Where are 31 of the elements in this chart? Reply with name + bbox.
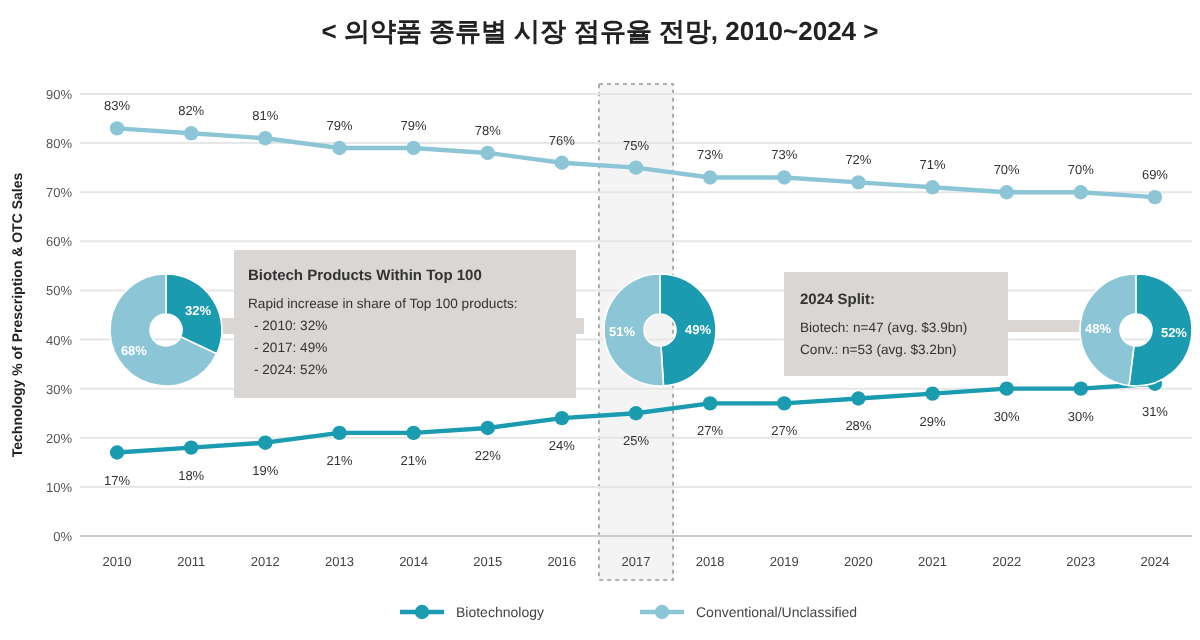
point xyxy=(406,425,421,441)
point xyxy=(628,406,644,421)
point xyxy=(628,160,644,175)
point xyxy=(851,391,866,406)
point xyxy=(554,410,570,426)
point xyxy=(925,180,940,195)
point xyxy=(777,170,792,185)
point xyxy=(406,140,421,156)
point xyxy=(480,145,495,161)
chart-title: < 의약품 종류별 시장 점유율 전망, 2010~2024 > xyxy=(321,16,880,46)
point xyxy=(851,175,866,190)
point xyxy=(332,425,347,441)
point xyxy=(258,435,273,450)
point xyxy=(999,185,1014,200)
donut-slice xyxy=(109,273,218,387)
point xyxy=(184,440,199,455)
point xyxy=(184,126,199,141)
point xyxy=(554,155,570,170)
point xyxy=(1147,189,1163,205)
point xyxy=(999,381,1014,396)
point xyxy=(702,170,718,185)
point xyxy=(258,131,273,146)
point xyxy=(702,396,718,411)
point xyxy=(109,121,125,136)
point xyxy=(332,140,347,156)
point xyxy=(1073,185,1088,200)
point xyxy=(925,386,940,401)
point xyxy=(109,445,125,460)
point xyxy=(777,396,792,411)
point xyxy=(480,420,495,436)
point xyxy=(1073,381,1088,396)
